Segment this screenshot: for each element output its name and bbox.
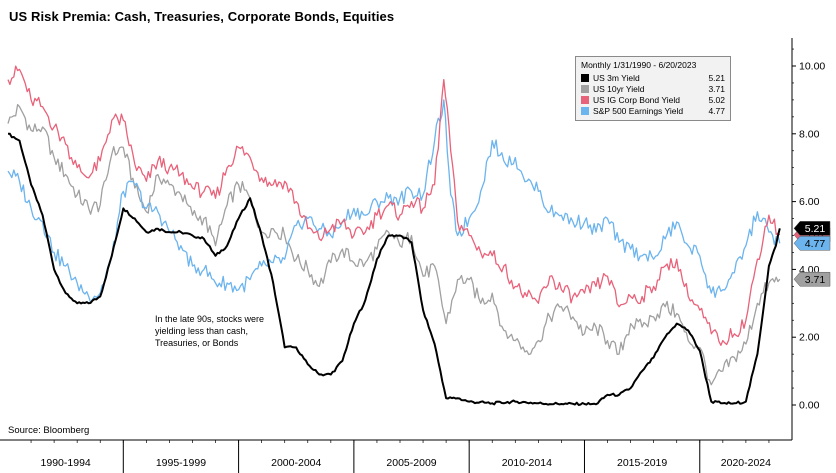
x-tick-label: 2005-2009 xyxy=(386,457,436,469)
legend-value: 4.77 xyxy=(708,105,725,116)
value-tag-label: 5.21 xyxy=(805,223,826,235)
x-tick-label: 2000-2004 xyxy=(271,457,321,469)
series-line-s-p-500-earnings-yield xyxy=(7,99,781,304)
y-tick-label: 2.00 xyxy=(799,332,820,344)
x-tick-label: 1990-1994 xyxy=(41,457,91,469)
x-tick-label: 2010-2014 xyxy=(502,457,552,469)
legend-swatch-ig-corp xyxy=(581,95,589,104)
x-tick-label: 1995-1999 xyxy=(156,457,206,469)
value-tag-box xyxy=(793,236,831,251)
legend: Monthly 1/31/1990 - 6/20/2023 US 3m Yiel… xyxy=(575,56,731,121)
chart-annotation: In the late 90s, stocks were yielding le… xyxy=(155,314,265,348)
legend-swatch-10yr xyxy=(581,84,589,93)
source-note: Source: Bloomberg xyxy=(8,425,90,436)
value-tag-box xyxy=(793,221,831,236)
value-tag: 5.21 xyxy=(793,221,831,236)
legend-item-sp500: S&P 500 Earnings Yield 4.77 xyxy=(581,105,725,116)
legend-label: US 3m Yield xyxy=(593,72,640,83)
legend-item-10yr: US 10yr Yield 3.71 xyxy=(581,83,725,94)
legend-swatch-3m xyxy=(581,73,589,82)
legend-value: 3.71 xyxy=(708,83,725,94)
legend-label: S&P 500 Earnings Yield xyxy=(593,105,684,116)
legend-value: 5.21 xyxy=(708,72,725,83)
legend-label: US 10yr Yield xyxy=(593,83,645,94)
legend-value: 5.02 xyxy=(708,94,725,105)
chart-title: US Risk Premia: Cash, Treasuries, Corpor… xyxy=(9,9,395,24)
legend-label: US IG Corp Bond Yield xyxy=(593,94,680,105)
value-tag: 3.71 xyxy=(793,271,831,287)
legend-swatch-sp500 xyxy=(581,106,589,115)
y-tick-label: 10.00 xyxy=(799,61,825,73)
y-tick-label: 0.00 xyxy=(799,400,820,412)
series-line-us-3m-yield xyxy=(8,132,781,406)
y-tick-label: 8.00 xyxy=(799,128,820,140)
legend-item-3m: US 3m Yield 5.21 xyxy=(581,72,725,83)
series-layer xyxy=(7,65,781,406)
y-tick-label: 6.00 xyxy=(799,196,820,208)
legend-item-ig-corp: US IG Corp Bond Yield 5.02 xyxy=(581,94,725,105)
value-tag-label: 3.71 xyxy=(805,274,826,286)
value-tag-layer: 5.024.775.213.71 xyxy=(793,221,831,287)
value-tag-box xyxy=(793,271,831,287)
x-tick-label: 2015-2019 xyxy=(617,457,667,469)
value-tag-label: 4.77 xyxy=(805,238,826,250)
legend-title: Monthly 1/31/1990 - 6/20/2023 xyxy=(581,60,697,70)
series-line-us-ig-corp-bond-yield xyxy=(7,65,781,346)
x-tick-label: 2020-2024 xyxy=(721,457,771,469)
value-tag: 4.77 xyxy=(793,236,831,251)
series-line-us-10yr-yield xyxy=(7,103,781,386)
